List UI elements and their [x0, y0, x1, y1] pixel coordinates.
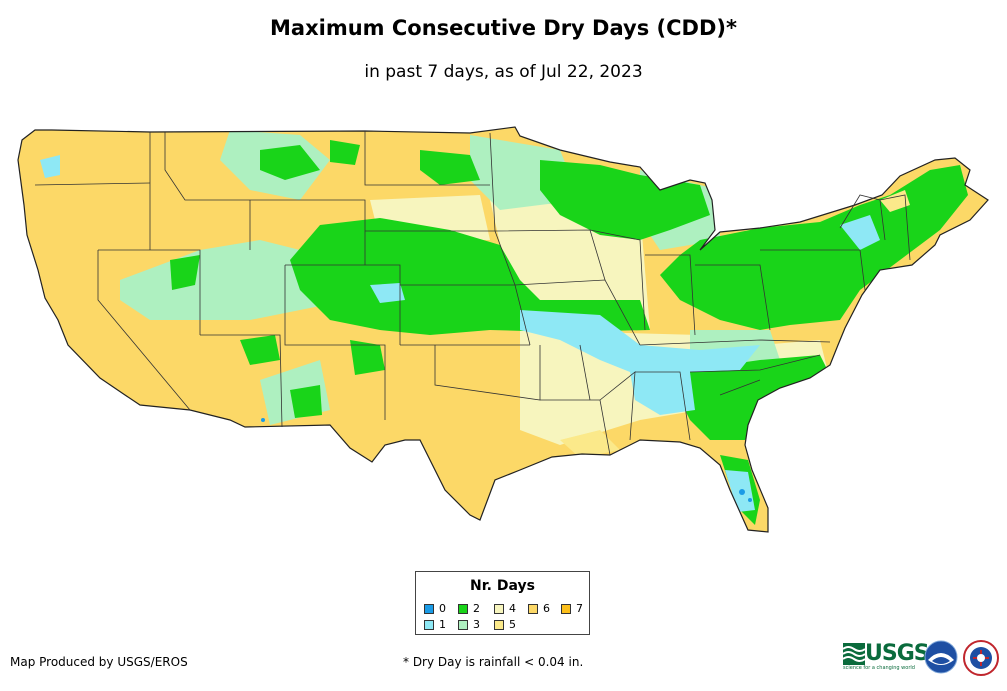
legend-label: 1 [439, 618, 446, 631]
usgs-wave-icon [843, 642, 865, 665]
legend-swatch [561, 603, 571, 614]
map-subtitle: in past 7 days, as of Jul 22, 2023 [364, 62, 643, 82]
usgs-tagline: science for a changing world [843, 665, 915, 671]
usgs-wordmark: USGS [865, 641, 930, 666]
legend-label: 4 [509, 602, 516, 615]
noaa-logo-icon [924, 640, 958, 674]
legend-item-7: 7 [561, 602, 583, 615]
legend-swatch [528, 603, 538, 614]
legend-swatch [458, 619, 468, 630]
legend-label: 5 [509, 618, 516, 631]
legend-item-5: 5 [494, 618, 516, 631]
legend-label: 6 [543, 602, 550, 615]
legend-label: 0 [439, 602, 446, 615]
legend-item-6: 6 [528, 602, 550, 615]
legend-item-2: 2 [458, 602, 480, 615]
legend-swatch [458, 603, 468, 614]
legend-label: 3 [473, 618, 480, 631]
legend-swatch [494, 619, 504, 630]
legend: Nr. Days 0 1 2 3 4 5 6 7 [415, 571, 590, 635]
legend-title: Nr. Days [470, 578, 535, 594]
legend-item-1: 1 [424, 618, 446, 631]
legend-item-4: 4 [494, 602, 516, 615]
dry-day-footnote: * Dry Day is rainfall < 0.04 in. [403, 655, 584, 669]
map-title: Maximum Consecutive Dry Days (CDD)* [270, 16, 737, 40]
legend-item-0: 0 [424, 602, 446, 615]
legend-item-3: 3 [458, 618, 480, 631]
legend-label: 2 [473, 602, 480, 615]
legend-swatch [424, 619, 434, 630]
usgs-logo: USGS science for a changing world [843, 641, 930, 671]
legend-swatch [494, 603, 504, 614]
producer-credit: Map Produced by USGS/EROS [10, 655, 188, 669]
legend-label: 7 [576, 602, 583, 615]
legend-swatch [424, 603, 434, 614]
nws-logo-icon [963, 640, 999, 676]
